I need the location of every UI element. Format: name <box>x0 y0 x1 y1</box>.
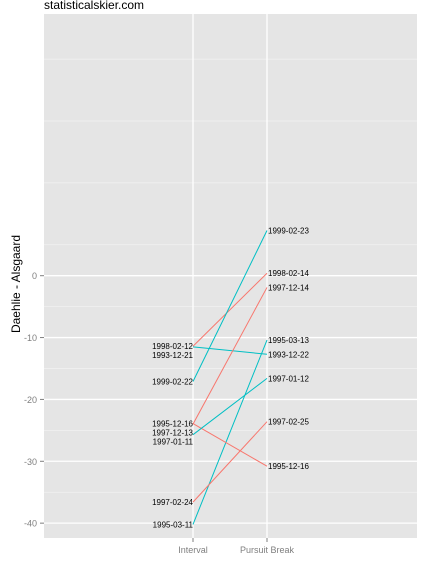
y-axis-title: Daehlie - Alsgaard <box>9 235 23 333</box>
point-label-left: 1995-03-11 <box>153 520 194 529</box>
y-tick-label: -20 <box>24 395 37 405</box>
y-tick-label: -10 <box>24 333 37 343</box>
series-line-1998-02-12 <box>192 272 268 347</box>
series-lines <box>192 230 268 525</box>
series-line-1993-12-21 <box>192 346 268 355</box>
point-label-right: 1995-12-16 <box>268 462 309 471</box>
x-axis: Interval Pursuit Break <box>178 538 295 555</box>
point-label-left: 1997-01-11 <box>153 438 194 447</box>
point-label-left: 1993-12-21 <box>152 351 193 360</box>
series-line-1999-02-22 <box>192 230 268 382</box>
series-line-1997-01-11 <box>192 377 268 436</box>
series-line-1997-02-24 <box>192 421 268 503</box>
point-label-left: 1997-02-24 <box>152 498 193 507</box>
point-label-right: 1998-02-14 <box>268 269 309 278</box>
y-tick-label: -30 <box>24 457 37 467</box>
series-line-1995-12-16 <box>192 423 268 467</box>
point-label-right: 1995-03-13 <box>268 336 309 345</box>
y-tick-label: 0 <box>32 271 37 281</box>
point-label-right: 1997-12-14 <box>268 283 309 292</box>
point-label-right: 1997-02-25 <box>268 418 309 427</box>
point-label-left: 1997-12-13 <box>152 429 193 438</box>
y-axis: 0 -10 -20 -30 -40 <box>24 271 44 529</box>
point-label-right: 1999-02-23 <box>268 227 309 236</box>
site-caption: statisticalskier.com <box>44 0 145 12</box>
point-label-left: 1998-02-12 <box>152 342 193 351</box>
x-tick-label-pursuit-break: Pursuit Break <box>240 545 295 555</box>
series-line-1997-12-13 <box>192 287 268 425</box>
y-tick-label: -40 <box>24 519 37 529</box>
x-tick-label-interval: Interval <box>178 545 208 555</box>
point-label-left: 1999-02-22 <box>152 377 193 386</box>
point-label-right: 1993-12-22 <box>268 350 309 359</box>
point-labels: 1993-12-22 1995-03-13 1995-12-16 1997-01-12… <box>152 227 309 530</box>
point-label-left: 1995-12-16 <box>152 420 193 429</box>
series-line-1995-03-11 <box>192 339 268 525</box>
point-label-right: 1997-01-12 <box>268 374 309 383</box>
